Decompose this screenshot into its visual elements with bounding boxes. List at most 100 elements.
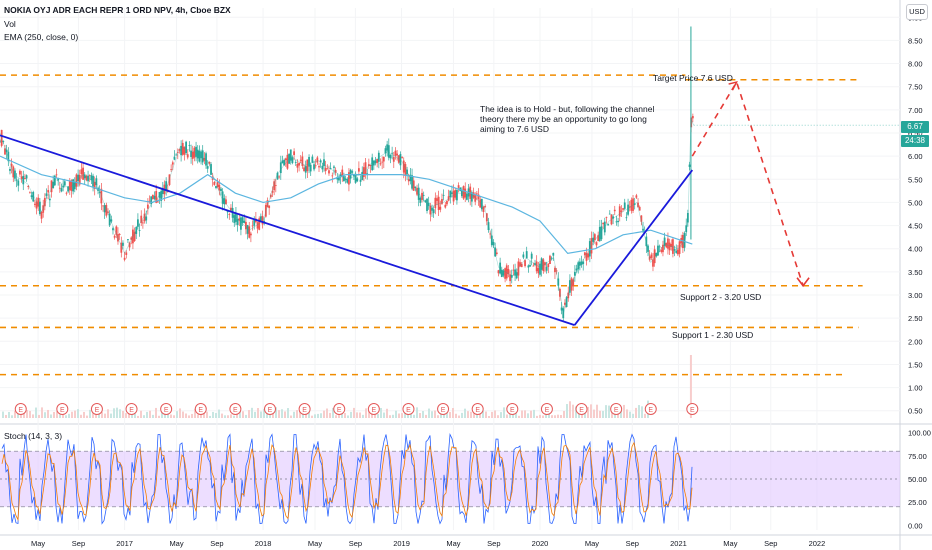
candle-body xyxy=(238,218,241,221)
currency-button[interactable]: USD xyxy=(906,4,928,20)
candle-body xyxy=(367,164,370,166)
candle-body xyxy=(688,164,691,167)
ema-label[interactable]: EMA (250, close, 0) xyxy=(4,32,79,42)
candle-body xyxy=(38,201,41,215)
candle-body xyxy=(221,191,224,204)
volume-bar xyxy=(302,414,304,418)
candle-body xyxy=(183,146,186,155)
time-tick-label: Sep xyxy=(764,539,777,548)
volume-bar xyxy=(218,409,220,418)
candle-body xyxy=(580,261,583,265)
candle-body xyxy=(40,211,43,219)
volume-bar xyxy=(641,406,643,418)
volume-bar xyxy=(182,411,184,418)
candle-body xyxy=(677,249,679,255)
volume-bar xyxy=(254,411,256,418)
countdown-tag: 24:38 xyxy=(901,135,929,147)
candle-body xyxy=(170,169,173,170)
volume-bar xyxy=(533,409,535,418)
candle-body xyxy=(24,178,26,180)
candle-body xyxy=(372,160,375,166)
volume-bar xyxy=(437,415,439,418)
candle-body xyxy=(186,154,189,158)
earnings-marker xyxy=(540,403,553,415)
volume-bar xyxy=(2,411,4,418)
candle-body xyxy=(514,269,516,276)
volume-bar xyxy=(599,410,601,418)
time-tick-label: Sep xyxy=(210,539,223,548)
price-tick-label: 7.50 xyxy=(908,83,923,92)
volume-bar xyxy=(506,414,508,418)
candle-body xyxy=(359,179,362,182)
volume-bar xyxy=(173,415,175,418)
candle-body xyxy=(583,252,586,256)
candle-body xyxy=(291,157,294,163)
candle-body xyxy=(27,185,30,187)
candle-body xyxy=(180,145,183,156)
candle-body xyxy=(73,181,76,190)
volume-bar xyxy=(608,405,610,418)
candle-body xyxy=(504,268,507,279)
volume-bar xyxy=(644,413,646,418)
candle-body xyxy=(37,197,40,207)
candle-body xyxy=(155,191,158,203)
candle-body xyxy=(633,203,636,205)
candle-body xyxy=(299,159,302,161)
volume-bar xyxy=(119,409,121,418)
candle-body xyxy=(286,154,289,169)
candle-body xyxy=(456,190,458,201)
candle-body xyxy=(457,185,460,188)
candle-body xyxy=(520,263,523,268)
time-tick-label: 2020 xyxy=(532,539,549,548)
stochastic-pane[interactable] xyxy=(0,433,900,525)
candle-body xyxy=(530,253,533,259)
candle-body xyxy=(19,170,21,175)
candle-body xyxy=(650,254,653,258)
earnings-marker xyxy=(160,403,173,415)
volume-bar xyxy=(326,408,328,418)
volume-bar xyxy=(446,411,448,418)
time-axis[interactable]: May Sep 2017 May Sep 2018 May Sep 2019 May Sep 2020… xyxy=(31,539,825,548)
volume-bar xyxy=(488,415,490,418)
time-tick-label: 2021 xyxy=(670,539,687,548)
volume-bar xyxy=(476,413,478,418)
volume-label[interactable]: Vol xyxy=(4,19,16,29)
volume-bar xyxy=(65,415,67,418)
earnings-marker xyxy=(333,403,346,415)
candle-body xyxy=(394,150,397,156)
candle-body xyxy=(434,197,437,209)
stoch-label[interactable]: Stoch (14, 3, 3) xyxy=(4,431,63,441)
candle-body xyxy=(507,268,510,274)
candle-body xyxy=(196,149,199,159)
volume-bar xyxy=(332,407,334,418)
time-tick-label: May xyxy=(446,539,460,548)
volume-bar xyxy=(491,411,493,418)
candle-body xyxy=(173,156,176,160)
earnings-marker xyxy=(14,403,27,415)
volume-bar xyxy=(413,414,415,418)
candle-body xyxy=(110,219,113,222)
volume-bar xyxy=(305,413,307,418)
price-axis[interactable]: 9.008.508.007.507.006.506.005.505.004.50… xyxy=(908,13,931,530)
candle-body xyxy=(660,249,663,252)
volume-bar xyxy=(341,412,343,418)
candle-body xyxy=(145,216,148,221)
candle-body xyxy=(678,241,681,254)
volume-bar xyxy=(260,411,262,418)
candle-body xyxy=(494,247,497,257)
candle-body xyxy=(141,222,144,224)
volume-bar xyxy=(593,409,595,418)
volume-bar xyxy=(290,415,292,418)
earnings-marker-label: E xyxy=(510,407,515,414)
candle-body xyxy=(12,166,15,178)
volume-bar xyxy=(29,410,31,418)
candle-body xyxy=(412,180,415,191)
volume-bar xyxy=(536,415,538,418)
candle-body xyxy=(613,209,616,212)
volume-bar xyxy=(56,411,58,418)
volume-bar xyxy=(440,412,442,418)
volume-bar xyxy=(401,413,403,418)
volume-bar xyxy=(212,411,214,418)
volume-bar xyxy=(428,408,430,418)
